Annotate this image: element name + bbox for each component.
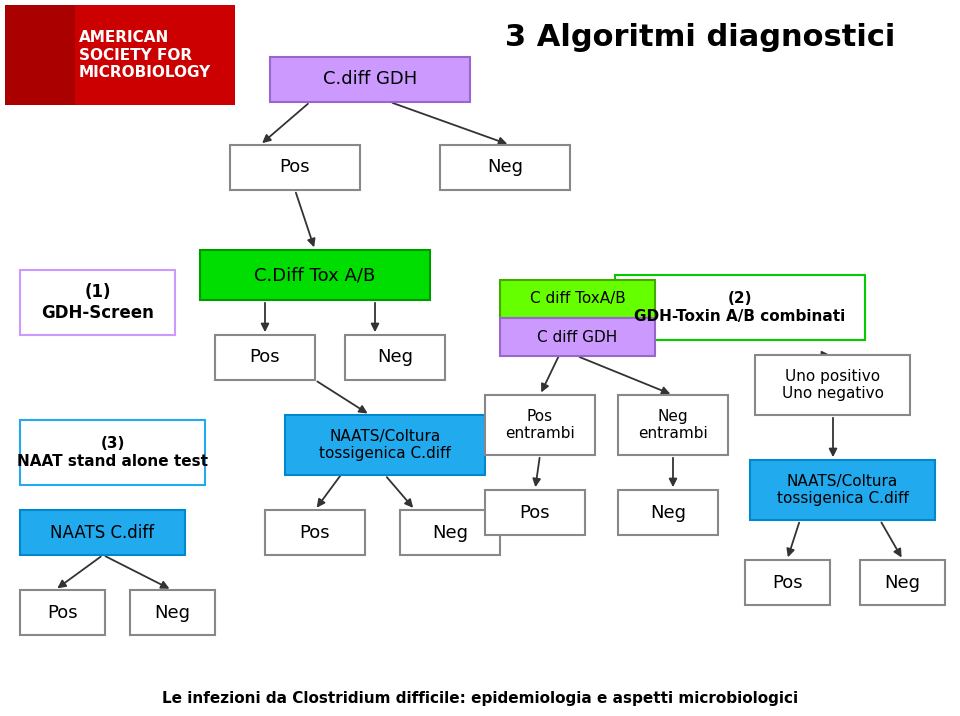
FancyBboxPatch shape bbox=[615, 275, 865, 340]
Text: AMERICAN
SOCIETY FOR
MICROBIOLOGY: AMERICAN SOCIETY FOR MICROBIOLOGY bbox=[79, 30, 211, 80]
FancyBboxPatch shape bbox=[500, 318, 655, 356]
Text: (1)
GDH-Screen: (1) GDH-Screen bbox=[41, 283, 154, 322]
FancyBboxPatch shape bbox=[485, 490, 585, 535]
Text: Neg: Neg bbox=[377, 349, 413, 367]
Text: Le infezioni da Clostridium difficile: epidemiologia e aspetti microbiologici: Le infezioni da Clostridium difficile: e… bbox=[162, 690, 798, 705]
FancyBboxPatch shape bbox=[5, 5, 235, 105]
Text: Pos: Pos bbox=[300, 523, 330, 541]
Text: (2)
GDH-Toxin A/B combinati: (2) GDH-Toxin A/B combinati bbox=[635, 291, 846, 324]
Text: Pos: Pos bbox=[47, 604, 78, 621]
FancyBboxPatch shape bbox=[750, 460, 935, 520]
Text: Neg: Neg bbox=[487, 158, 523, 177]
Text: C diff GDH: C diff GDH bbox=[538, 329, 617, 344]
FancyBboxPatch shape bbox=[20, 510, 185, 555]
Text: NAATS C.diff: NAATS C.diff bbox=[51, 523, 155, 541]
Text: Uno positivo
Uno negativo: Uno positivo Uno negativo bbox=[781, 369, 883, 401]
FancyBboxPatch shape bbox=[345, 335, 445, 380]
Text: Pos
entrambi: Pos entrambi bbox=[505, 409, 575, 441]
FancyBboxPatch shape bbox=[270, 57, 470, 102]
FancyBboxPatch shape bbox=[500, 280, 655, 318]
FancyBboxPatch shape bbox=[215, 335, 315, 380]
Text: 3 Algoritmi diagnostici: 3 Algoritmi diagnostici bbox=[505, 24, 895, 52]
Text: Neg: Neg bbox=[155, 604, 190, 621]
Text: Neg
entrambi: Neg entrambi bbox=[638, 409, 708, 441]
Text: Pos: Pos bbox=[279, 158, 310, 177]
FancyBboxPatch shape bbox=[618, 395, 728, 455]
FancyBboxPatch shape bbox=[20, 590, 105, 635]
FancyBboxPatch shape bbox=[5, 5, 75, 105]
FancyBboxPatch shape bbox=[618, 490, 718, 535]
FancyBboxPatch shape bbox=[400, 510, 500, 555]
FancyBboxPatch shape bbox=[285, 415, 485, 475]
FancyBboxPatch shape bbox=[485, 395, 595, 455]
Text: C diff ToxA/B: C diff ToxA/B bbox=[530, 291, 625, 306]
Text: Neg: Neg bbox=[432, 523, 468, 541]
FancyBboxPatch shape bbox=[860, 560, 945, 605]
FancyBboxPatch shape bbox=[230, 145, 360, 190]
Text: NAATS/Coltura
tossigenica C.diff: NAATS/Coltura tossigenica C.diff bbox=[319, 429, 451, 461]
Text: Pos: Pos bbox=[250, 349, 280, 367]
FancyBboxPatch shape bbox=[20, 420, 205, 485]
FancyBboxPatch shape bbox=[200, 250, 430, 300]
Text: C.diff GDH: C.diff GDH bbox=[323, 70, 418, 89]
Text: C.Diff Tox A/B: C.Diff Tox A/B bbox=[254, 266, 375, 284]
Text: Neg: Neg bbox=[884, 574, 921, 591]
FancyBboxPatch shape bbox=[265, 510, 365, 555]
Text: (3)
NAAT stand alone test: (3) NAAT stand alone test bbox=[17, 436, 208, 469]
FancyBboxPatch shape bbox=[20, 270, 175, 335]
FancyBboxPatch shape bbox=[440, 145, 570, 190]
Text: Neg: Neg bbox=[650, 503, 686, 521]
FancyBboxPatch shape bbox=[745, 560, 830, 605]
Text: Pos: Pos bbox=[519, 503, 550, 521]
FancyBboxPatch shape bbox=[130, 590, 215, 635]
Text: Pos: Pos bbox=[772, 574, 803, 591]
FancyBboxPatch shape bbox=[755, 355, 910, 415]
Text: NAATS/Coltura
tossigenica C.diff: NAATS/Coltura tossigenica C.diff bbox=[777, 474, 908, 506]
